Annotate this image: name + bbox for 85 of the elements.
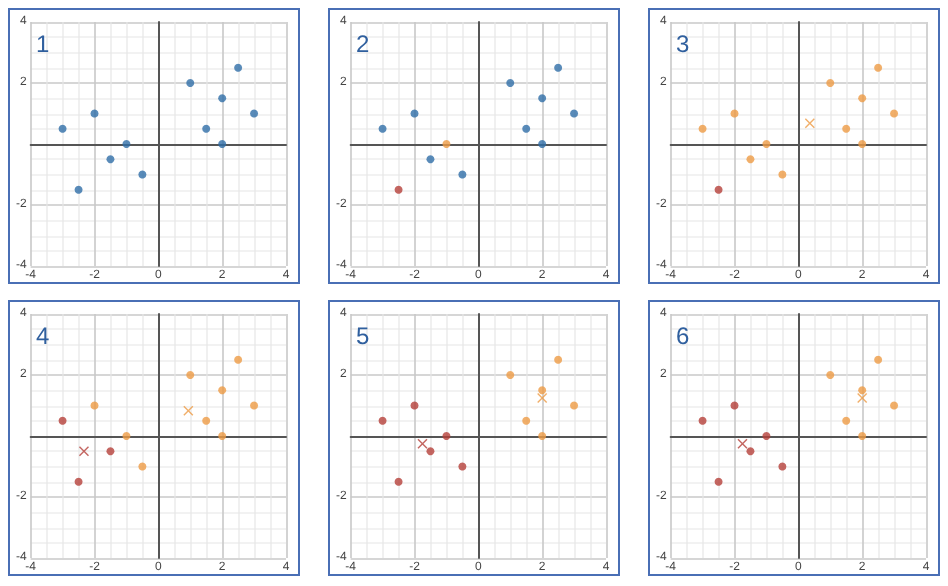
point — [122, 432, 131, 440]
point — [538, 432, 547, 440]
point — [138, 170, 147, 179]
point — [186, 79, 195, 87]
point — [394, 185, 403, 194]
chart-title: 5 — [356, 322, 370, 350]
point — [554, 63, 563, 72]
point — [378, 124, 387, 133]
point — [746, 447, 755, 456]
point — [538, 140, 547, 148]
point — [183, 405, 194, 416]
point — [250, 401, 259, 410]
point — [90, 109, 99, 118]
point — [858, 386, 867, 395]
point — [778, 462, 787, 471]
point — [698, 416, 707, 425]
point — [90, 401, 99, 410]
point — [458, 462, 467, 471]
point — [410, 109, 419, 118]
chart-title: 6 — [676, 322, 690, 350]
point — [698, 124, 707, 133]
chart-title: 1 — [36, 30, 50, 58]
point — [858, 140, 867, 148]
point — [874, 355, 883, 364]
point — [186, 371, 195, 379]
point — [570, 401, 579, 410]
point — [378, 416, 387, 425]
point — [417, 438, 428, 449]
point — [842, 124, 851, 133]
point — [202, 124, 211, 133]
point — [106, 155, 115, 164]
point — [506, 371, 515, 379]
point — [522, 416, 531, 425]
chart-title: 3 — [676, 30, 690, 58]
point — [250, 109, 259, 118]
point — [538, 386, 547, 395]
point — [890, 401, 899, 410]
point — [58, 124, 67, 133]
point — [218, 140, 227, 148]
point — [394, 477, 403, 486]
point — [426, 155, 435, 164]
point — [890, 109, 899, 118]
point — [122, 140, 131, 148]
point — [730, 401, 739, 410]
point — [737, 438, 748, 449]
point — [554, 355, 563, 364]
point — [804, 118, 815, 129]
chart-title: 2 — [356, 30, 370, 58]
point — [410, 401, 419, 410]
point — [506, 79, 515, 87]
point — [714, 477, 723, 486]
point — [74, 185, 83, 194]
point — [78, 446, 89, 457]
chart-title: 4 — [36, 322, 50, 350]
point — [442, 140, 451, 148]
point — [537, 392, 548, 403]
point — [826, 371, 835, 379]
point — [218, 432, 227, 440]
point — [218, 386, 227, 395]
point — [234, 355, 243, 364]
point — [842, 416, 851, 425]
point — [730, 109, 739, 118]
point — [458, 170, 467, 179]
point — [762, 432, 771, 440]
point — [858, 432, 867, 440]
point — [218, 94, 227, 103]
point — [714, 185, 723, 194]
point — [858, 94, 867, 103]
point — [74, 477, 83, 486]
point — [826, 79, 835, 87]
point — [538, 94, 547, 103]
point — [138, 462, 147, 471]
point — [778, 170, 787, 179]
point — [442, 432, 451, 440]
point — [58, 416, 67, 425]
point — [202, 416, 211, 425]
point — [762, 140, 771, 148]
point — [874, 63, 883, 72]
point — [746, 155, 755, 164]
point — [857, 392, 868, 403]
point — [106, 447, 115, 456]
point — [426, 447, 435, 456]
point — [234, 63, 243, 72]
point — [570, 109, 579, 118]
point — [522, 124, 531, 133]
